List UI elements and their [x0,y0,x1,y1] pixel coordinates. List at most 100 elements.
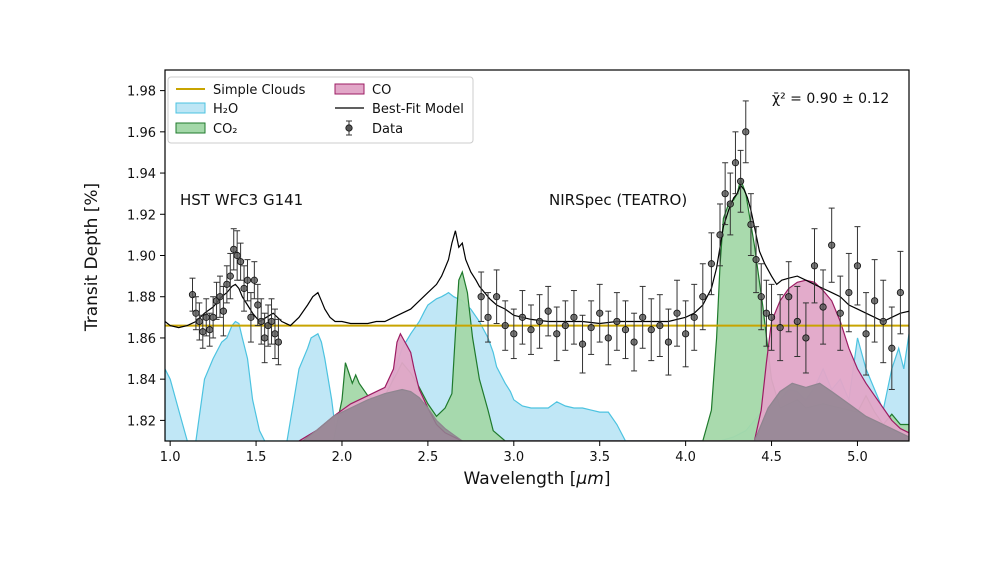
data-point [237,242,245,281]
data-point [776,294,784,362]
data-point [879,279,887,364]
data-point [493,269,501,325]
axis-ticks: 1.0 1.5 2.0 2.5 3.0 3.5 4.0 4.5 5.0 1.82 1.84 1.86 1… [127,85,868,465]
legend-data-label: Data [372,122,403,137]
x-tick-label: 4.5 [761,450,782,465]
legend-best-fit-label: Best-Fit Model [372,102,464,117]
data-point [647,298,655,362]
data-point [752,226,760,294]
data-point [274,318,283,366]
legend-box [167,76,474,144]
data-point [570,290,578,345]
y-tick-label: 1.82 [127,414,156,429]
data-point [726,172,734,236]
data-point [721,162,729,226]
legend-co2-label: CO₂ [213,122,238,137]
data-point [587,300,595,355]
y-tick-label: 1.88 [127,291,156,306]
data-point [707,232,716,296]
y-tick-label: 1.90 [127,250,156,265]
legend-data-swatch [345,120,353,136]
data-point [896,250,905,335]
x-tick-label: 4.0 [675,450,696,465]
y-axis-label: Transit Depth [%] [82,183,102,332]
data-point [762,279,770,347]
data-point [240,265,248,312]
data-point [656,294,664,357]
legend-co2-swatch [175,122,206,134]
data-point [233,230,241,281]
data-point [553,306,561,362]
data-point [767,283,776,351]
data-point [501,300,509,351]
y-tick-label: 1.92 [127,208,156,223]
data-point [596,283,604,343]
data-point [264,304,272,347]
x-tick-label: 3.0 [503,450,524,465]
data-point [802,302,810,374]
data-point [793,285,801,357]
data-point [188,277,197,312]
data-point [261,312,269,364]
data-point [888,306,896,390]
data-point [871,259,879,343]
data-point [212,281,221,320]
data-point [862,292,870,376]
data-point [742,100,750,164]
data-point [535,294,544,349]
x-tick-label: 3.5 [589,450,610,465]
data-point [716,203,724,267]
instrument-label-hst: HST WFC3 G141 [180,191,303,209]
best-fit-model-line [165,184,909,329]
x-tick-label: 2.0 [332,450,353,465]
data-point [785,261,793,333]
data-point [510,308,518,360]
data-point [561,300,569,351]
legend-simple-clouds-label: Simple Clouds [213,83,306,98]
data-point [484,292,492,343]
legend-co-label: CO [372,83,391,98]
plot-frame [164,69,910,442]
x-axis-label: Wavelength [μm] [464,469,611,489]
chi2-annotation: χ̄² = 0.90 ± 0.12 [772,91,889,107]
data-point [682,300,690,368]
x-tick-label: 1.0 [160,450,181,465]
data-point [254,283,262,327]
y-tick-label: 1.96 [127,126,156,141]
data-point [223,265,231,304]
data-point [853,226,862,306]
legend-co-swatch [334,83,365,95]
data-point [578,314,587,374]
plot-area [165,100,909,441]
data-point [747,193,755,256]
data-point [518,290,526,345]
data-point [836,275,844,351]
data-point [199,314,207,349]
data-point [271,308,279,360]
data-point [819,269,827,345]
data-point [828,207,836,283]
data-point [621,300,630,360]
data-point [737,149,745,213]
y-tick-label: 1.86 [127,332,156,347]
data-point [810,228,819,304]
data-point [195,302,203,341]
legend-h2o-label: H₂O [213,102,238,117]
data-point [527,304,535,355]
data-point [544,285,552,337]
area-gray-continuum [301,382,909,441]
data-point [604,310,612,366]
legend: Simple Clouds H₂O CO₂ CO Best-Fit Model … [167,76,474,144]
x-tick-label: 5.0 [847,450,868,465]
data-point [243,259,252,302]
data-point [639,285,647,349]
data-point [845,252,853,333]
data-point [664,308,673,376]
data-point [477,271,485,322]
data-point [267,298,276,345]
instrument-label-nirspec: NIRSpec (TEATRO) [549,191,687,209]
data-point [699,263,707,331]
data-point [209,296,217,339]
series-group [165,100,909,441]
